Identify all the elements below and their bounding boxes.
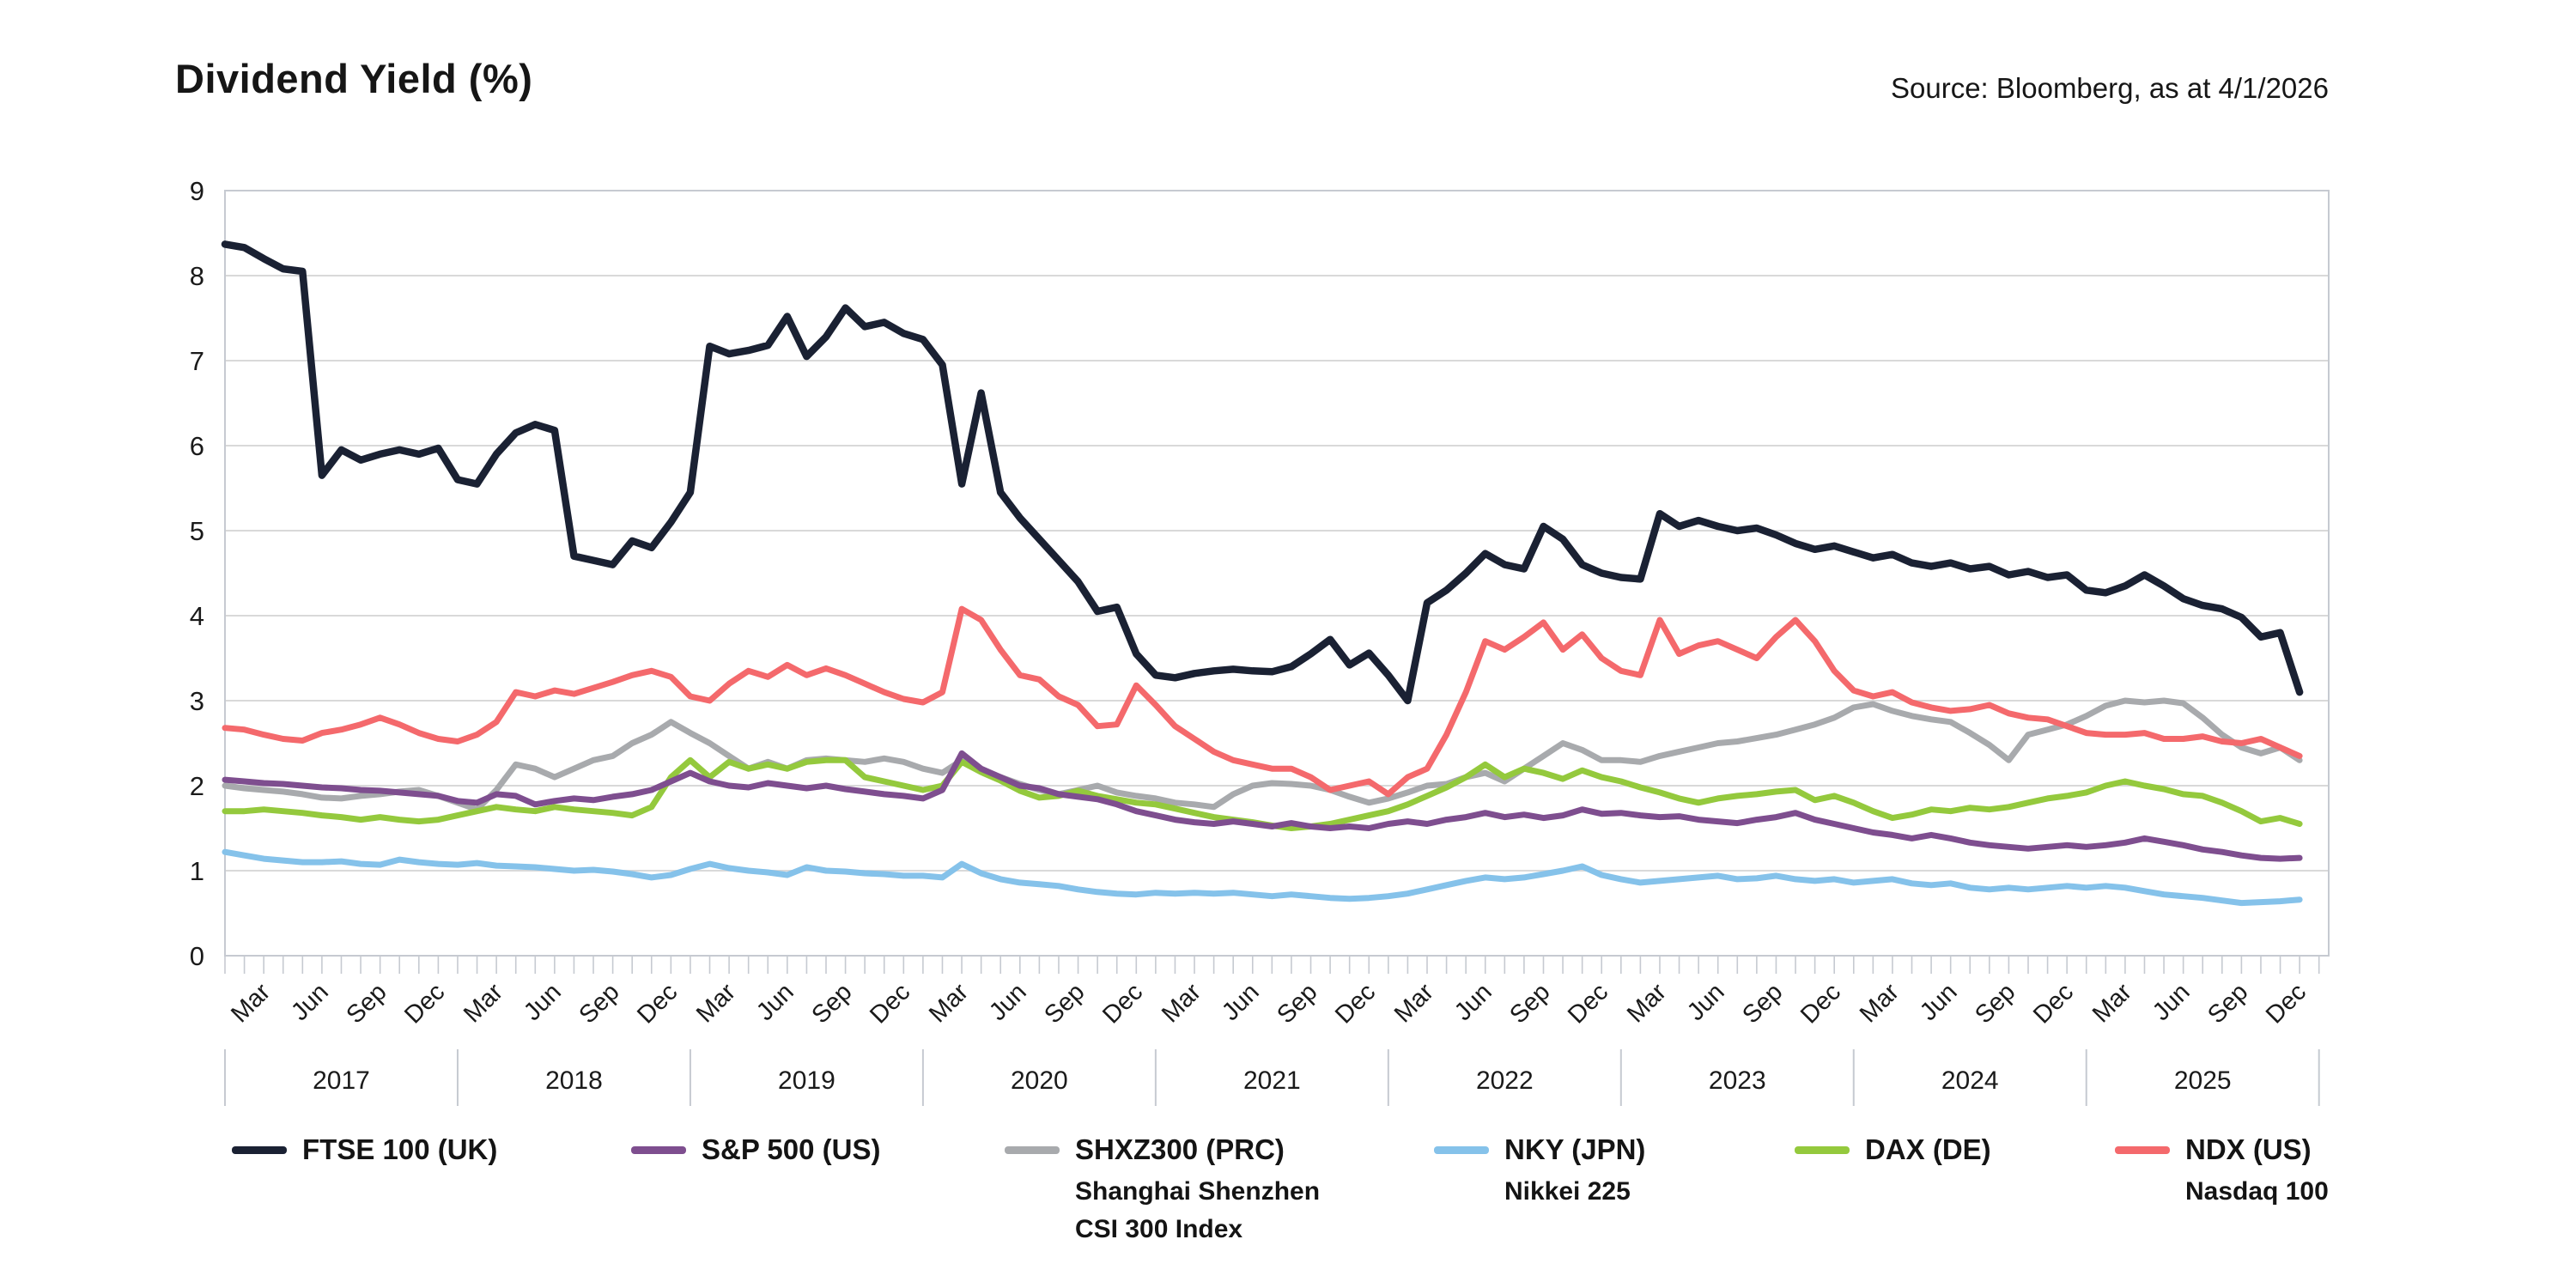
month-label-sep-2019: Sep: [806, 978, 857, 1029]
legend-swatch-s-p-500-us: [631, 1145, 686, 1154]
month-label-sep-2024: Sep: [1970, 978, 2020, 1029]
source-note: Source: Bloomberg, as at 4/1/2026: [1891, 72, 2329, 104]
series-line-s-p-500-us: [222, 750, 2303, 862]
year-label-2017: 2017: [313, 1066, 370, 1095]
legend-label-shxz300-prc: SHXZ300 (PRC): [1075, 1133, 1285, 1165]
legend-swatch-dax-de: [1795, 1145, 1850, 1154]
series-line-shxz300-prc: [222, 697, 2303, 813]
page-title: Dividend Yield (%): [175, 56, 533, 101]
legend-label-dax-de: DAX (DE): [1865, 1133, 1991, 1165]
year-label-2020: 2020: [1011, 1066, 1068, 1095]
year-label-2018: 2018: [545, 1066, 603, 1095]
y-axis-label-1: 1: [190, 856, 204, 886]
month-label-jun-2022: Jun: [1449, 978, 1498, 1026]
legend-sublabel-ndx-us: Nasdaq 100: [2185, 1177, 2329, 1206]
legend-swatch-ftse-100-uk: [232, 1145, 287, 1154]
month-label-mar-2020: Mar: [924, 978, 974, 1028]
month-label-jun-2024: Jun: [1915, 978, 1963, 1026]
legend-label-ftse-100-uk: FTSE 100 (UK): [302, 1133, 498, 1165]
y-axis-label-9: 9: [190, 176, 204, 206]
month-label-jun-2021: Jun: [1217, 978, 1265, 1026]
month-label-sep-2022: Sep: [1504, 978, 1555, 1029]
month-label-sep-2018: Sep: [574, 978, 624, 1029]
plot-border: [224, 190, 2330, 957]
month-label-dec-2019: Dec: [865, 978, 915, 1029]
legend-item-shxz300-prc: SHXZ300 (PRC) Shanghai Shenzhen CSI 300 In…: [1005, 1133, 1320, 1248]
month-label-jun-2017: Jun: [286, 978, 334, 1026]
legend-item-ndx-us: NDX (US) Nasdaq 100: [2115, 1133, 2329, 1211]
month-label-dec-2020: Dec: [1097, 978, 1148, 1029]
legend-swatch-ndx-us: [2115, 1145, 2170, 1154]
month-label-mar-2017: Mar: [226, 978, 276, 1028]
month-label-dec-2017: Dec: [399, 978, 450, 1029]
month-label-mar-2021: Mar: [1157, 978, 1206, 1028]
year-label-2019: 2019: [778, 1066, 835, 1095]
month-label-mar-2018: Mar: [459, 978, 508, 1028]
legend-sublabel-shxz300-prc: Shanghai Shenzhen CSI 300 Index: [1075, 1177, 1321, 1243]
legend-label-s-p-500-us: S&P 500 (US): [702, 1133, 881, 1165]
month-label-dec-2025: Dec: [2261, 978, 2312, 1029]
legend-swatch-nky-jpn: [1434, 1145, 1489, 1154]
year-label-2023: 2023: [1709, 1066, 1766, 1095]
month-label-dec-2018: Dec: [632, 978, 683, 1029]
legend-item-dax-de: DAX (DE): [1795, 1133, 1991, 1166]
year-label-2025: 2025: [2174, 1066, 2232, 1095]
month-label-jun-2023: Jun: [1682, 978, 1730, 1026]
y-axis-label-8: 8: [190, 261, 204, 291]
month-label-jun-2025: Jun: [2148, 978, 2196, 1026]
month-label-mar-2024: Mar: [1855, 978, 1905, 1028]
year-label-2022: 2022: [1476, 1066, 1534, 1095]
legend-label-ndx-us: NDX (US): [2185, 1133, 2312, 1165]
month-label-sep-2023: Sep: [1737, 978, 1788, 1029]
month-label-sep-2025: Sep: [2202, 978, 2253, 1029]
month-label-dec-2021: Dec: [1330, 978, 1381, 1029]
month-label-dec-2024: Dec: [2028, 978, 2079, 1029]
series-line-ftse-100-uk: [221, 240, 2304, 705]
chart-legend: FTSE 100 (UK) S&P 500 (US) SHXZ300 (PRC) Sh…: [0, 0, 2576, 1243]
series-line-ndx-us: [222, 605, 2303, 798]
legend-label-nky-jpn: NKY (JPN): [1504, 1133, 1646, 1165]
month-label-sep-2020: Sep: [1039, 978, 1090, 1029]
y-axis-label-2: 2: [190, 771, 204, 801]
month-label-mar-2019: Mar: [691, 978, 741, 1028]
y-axis-label-6: 6: [190, 431, 204, 461]
month-label-sep-2017: Sep: [341, 978, 392, 1029]
month-label-jun-2018: Jun: [519, 978, 567, 1026]
y-axis-label-0: 0: [190, 941, 204, 971]
legend-swatch-shxz300-prc: [1005, 1145, 1060, 1154]
month-label-mar-2022: Mar: [1389, 978, 1439, 1028]
month-label-mar-2025: Mar: [2087, 978, 2137, 1028]
legend-item-ftse-100-uk: FTSE 100 (UK): [232, 1133, 497, 1166]
legend-item-s-p-500-us: S&P 500 (US): [631, 1133, 880, 1166]
month-label-dec-2023: Dec: [1795, 978, 1846, 1029]
legend-item-nky-jpn: NKY (JPN) Nikkei 225: [1434, 1133, 1645, 1211]
month-label-mar-2023: Mar: [1622, 978, 1672, 1028]
year-label-2021: 2021: [1243, 1066, 1301, 1095]
year-label-2024: 2024: [1941, 1066, 1999, 1095]
y-axis-label-7: 7: [190, 346, 204, 376]
month-label-jun-2020: Jun: [984, 978, 1032, 1026]
month-label-sep-2021: Sep: [1272, 978, 1322, 1029]
legend-sublabel-nky-jpn: Nikkei 225: [1504, 1177, 1631, 1206]
month-label-jun-2019: Jun: [751, 978, 799, 1026]
y-axis-label-3: 3: [190, 686, 204, 716]
y-axis-label-5: 5: [190, 516, 204, 546]
y-axis-label-4: 4: [190, 601, 204, 631]
series-line-nky-jpn: [222, 848, 2303, 907]
month-label-dec-2022: Dec: [1563, 978, 1613, 1029]
